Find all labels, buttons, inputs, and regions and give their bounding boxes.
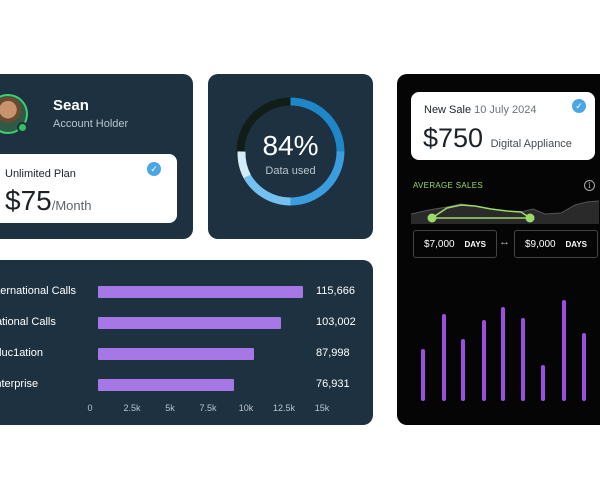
range-min-value: $7,000	[424, 239, 455, 250]
new-sale-date: 10 July 2024	[474, 104, 537, 116]
bar-value: 76,931	[316, 378, 350, 390]
x-tick-label: 0	[87, 403, 93, 413]
bar[interactable]	[98, 379, 234, 391]
new-sale-price: $750 Digital Appliance	[423, 123, 572, 154]
sales-vertical-bars	[421, 300, 586, 401]
donut-segment-3	[243, 174, 291, 206]
range-max-unit: DAYS	[565, 240, 588, 249]
new-sale-label: New Sale	[424, 104, 472, 116]
average-sales-sparkline[interactable]	[411, 192, 599, 224]
x-tick-label: 15k	[314, 403, 330, 413]
info-icon[interactable]: i	[584, 180, 595, 191]
data-usage-card: 84% Data used	[208, 74, 373, 239]
donut-segment-2	[290, 151, 345, 206]
sales-bar[interactable]	[482, 320, 486, 401]
bar[interactable]	[98, 317, 281, 329]
donut-segment-4	[237, 151, 251, 179]
bar-value: 103,002	[316, 316, 356, 328]
sales-bar[interactable]	[501, 307, 505, 401]
range-max-field[interactable]: $9,000 DAYS	[514, 230, 598, 258]
x-tick-label: 5k	[165, 403, 175, 413]
range-min-unit: DAYS	[464, 240, 487, 249]
bar-value: 87,998	[316, 347, 350, 359]
x-tick-label: 12.5k	[272, 403, 296, 413]
bar-label: Educ1ation	[0, 347, 44, 359]
new-sale-product: Digital Appliance	[490, 138, 572, 150]
sales-bar[interactable]	[421, 349, 425, 401]
sales-bar[interactable]	[562, 300, 566, 401]
profile-card: Sean Account Holder Unlimited Plan $75/M…	[0, 74, 193, 239]
data-usage-donut	[236, 97, 345, 206]
bar-label: Enterprise	[0, 378, 39, 390]
range-handle-max	[525, 213, 535, 223]
swap-icon[interactable]: ↔	[499, 236, 510, 248]
check-icon[interactable]: ✓	[147, 162, 161, 176]
plan-price-amount: $75	[5, 185, 52, 216]
range-max-value: $9,000	[525, 239, 556, 250]
average-sales-label: AVERAGE SALES	[413, 181, 484, 190]
new-sale-amount: $750	[423, 123, 484, 153]
new-sale-card[interactable]: New Sale 10 July 2024 $750 Digital Appli…	[411, 92, 595, 160]
plan-price: $75/Month	[5, 185, 91, 217]
usage-label: Data used	[265, 165, 316, 177]
range-highlight-line	[431, 204, 531, 219]
avatar[interactable]	[0, 94, 28, 134]
sales-bar[interactable]	[521, 318, 525, 401]
x-tick-label: 7.5k	[199, 403, 217, 413]
sales-bar[interactable]	[461, 339, 465, 401]
profile-name: Sean	[53, 97, 89, 114]
check-icon[interactable]: ✓	[572, 99, 586, 113]
new-sale-title: New Sale 10 July 2024	[424, 104, 537, 116]
bar-label: International Calls	[0, 285, 77, 297]
sales-bar[interactable]	[442, 314, 446, 401]
bar[interactable]	[98, 348, 254, 360]
sales-bar[interactable]	[541, 365, 545, 401]
x-tick-label: 2.5k	[123, 403, 141, 413]
range-handle-min	[427, 213, 437, 223]
plan-card[interactable]: Unlimited Plan $75/Month ✓	[0, 154, 177, 223]
bar[interactable]	[98, 286, 303, 298]
x-tick-label: 10k	[238, 403, 254, 413]
sales-bar[interactable]	[582, 333, 586, 401]
range-min-field[interactable]: $7,000 DAYS	[413, 230, 497, 258]
plan-name: Unlimited Plan	[5, 168, 76, 180]
bar-label: National Calls	[0, 316, 56, 328]
profile-role: Account Holder	[53, 118, 129, 130]
plan-period: /Month	[51, 198, 92, 213]
calls-bar-chart-card: International Calls 115,666 National Calls…	[0, 260, 373, 425]
usage-percent: 84%	[262, 130, 319, 161]
donut-segment-1	[290, 97, 345, 152]
bar-value: 115,666	[316, 285, 355, 297]
sales-card: New Sale 10 July 2024 $750 Digital Appli…	[397, 74, 600, 425]
online-status-dot	[17, 122, 28, 133]
